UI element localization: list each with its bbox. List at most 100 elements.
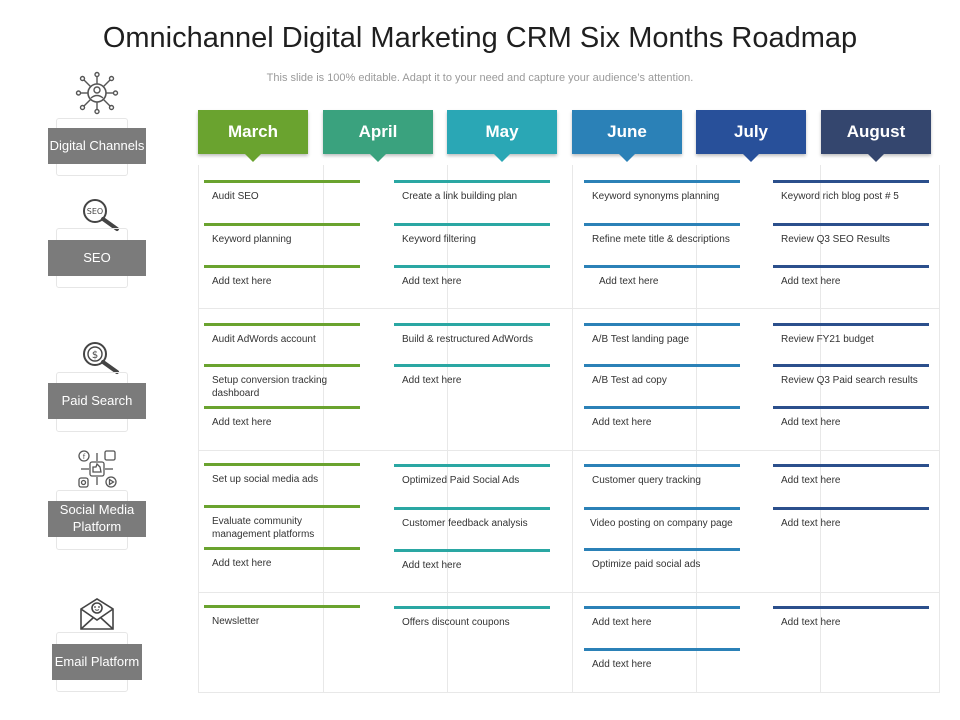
task-entry: Review Q3 SEO Results	[773, 223, 929, 246]
task-text: Video posting on company page	[590, 518, 733, 529]
task-entry: Review FY21 budget	[773, 323, 929, 346]
task-entry: Keyword rich blog post # 5	[773, 180, 929, 203]
task-entry: Add text here	[773, 606, 929, 629]
task-text: A/B Test landing page	[592, 334, 690, 345]
email-icon	[74, 590, 120, 636]
svg-text:SEO: SEO	[87, 207, 103, 216]
svg-text:f: f	[83, 453, 86, 461]
grid-divider	[939, 165, 940, 693]
svg-text:$: $	[92, 350, 98, 361]
task-text: Customer feedback analysis	[402, 518, 528, 529]
dollar-magnifier-icon: $	[78, 335, 124, 381]
category-digital-channels: Digital Channels	[48, 128, 146, 164]
task-entry: Customer feedback analysis	[394, 507, 550, 530]
task-entry: Create a link building plan	[394, 180, 550, 203]
task-text: Setup conversion tracking dashboard	[212, 375, 328, 399]
page-subtitle: This slide is 100% editable. Adapt it to…	[266, 72, 694, 84]
task-entry: Add text here	[773, 507, 929, 530]
task-entry: Set up social media ads	[204, 463, 360, 486]
category-social-media-platform: Social Media Platform	[48, 501, 146, 537]
grid-divider	[198, 692, 940, 693]
grid-divider	[198, 450, 940, 451]
task-entry: Audit SEO	[204, 180, 360, 203]
task-entry: Refine mete title & descriptions	[584, 223, 740, 246]
task-text: Optimized Paid Social Ads	[402, 475, 520, 486]
task-text: A/B Test ad copy	[592, 375, 667, 386]
task-text: Optimize paid social ads	[592, 559, 701, 570]
task-text: Add text here	[402, 375, 462, 386]
month-header-june: June	[572, 110, 682, 162]
task-text: Create a link building plan	[402, 191, 518, 202]
task-entry: Add text here	[394, 364, 550, 387]
month-header-notch	[371, 154, 385, 161]
task-entry: Setup conversion tracking dashboard	[204, 364, 360, 400]
category-seo: SEO	[48, 240, 146, 276]
network-icon	[74, 70, 120, 116]
task-text: Add text here	[212, 417, 272, 428]
task-text: Review FY21 budget	[781, 334, 874, 345]
task-entry: Add text here	[394, 265, 550, 288]
task-text: Add text here	[592, 417, 652, 428]
task-text: Add text here	[781, 475, 841, 486]
task-text: Add text here	[781, 276, 841, 287]
task-text: Set up social media ads	[212, 474, 319, 485]
task-entry: Add text here	[773, 265, 929, 288]
task-text: Audit SEO	[212, 191, 259, 202]
task-text: Add text here	[592, 617, 652, 628]
task-entry: Add text here	[204, 265, 360, 288]
task-entry: Optimize paid social ads	[584, 548, 740, 571]
task-entry: Video posting on company page	[584, 507, 740, 530]
grid-divider	[447, 165, 448, 693]
task-entry: Add text here	[584, 406, 740, 429]
task-entry: A/B Test ad copy	[584, 364, 740, 387]
month-header-march: March	[198, 110, 308, 162]
task-entry: Customer query tracking	[584, 464, 740, 487]
task-entry: Keyword planning	[204, 223, 360, 246]
month-header-july: July	[696, 110, 806, 162]
grid-divider	[696, 165, 697, 693]
task-entry: Add text here	[773, 406, 929, 429]
task-entry: Review Q3 Paid search results	[773, 364, 929, 387]
task-text: Customer query tracking	[592, 475, 701, 486]
task-text: Review Q3 SEO Results	[781, 234, 890, 245]
task-entry: Evaluate community management platforms	[204, 505, 360, 541]
month-header-april: April	[323, 110, 433, 162]
task-text: Add text here	[781, 617, 841, 628]
task-entry: Add text here	[204, 406, 360, 429]
task-entry: Add text here	[394, 549, 550, 572]
grid-divider	[820, 165, 821, 693]
social-media-icon: f	[74, 446, 120, 492]
task-text: Review Q3 Paid search results	[781, 375, 918, 386]
task-text: Evaluate community management platforms	[212, 516, 315, 540]
task-text: Add text here	[592, 659, 652, 670]
month-header-august: August	[821, 110, 931, 162]
seo-magnifier-icon: SEO	[78, 192, 124, 238]
grid-divider	[198, 308, 940, 309]
task-text: Keyword planning	[212, 234, 292, 245]
task-entry: Keyword synonyms planning	[584, 180, 740, 203]
task-entry: A/B Test landing page	[584, 323, 740, 346]
task-entry: Add text here	[584, 648, 740, 671]
roadmap-grid	[198, 165, 940, 693]
month-header-notch	[869, 154, 883, 161]
task-text: Add text here	[402, 560, 462, 571]
task-text: Offers discount coupons	[402, 617, 510, 628]
grid-divider	[572, 165, 573, 693]
month-header-notch	[620, 154, 634, 161]
task-text: Keyword filtering	[402, 234, 476, 245]
grid-divider	[323, 165, 324, 693]
task-text: Newsletter	[212, 616, 260, 627]
task-text: Add text here	[212, 276, 272, 287]
task-entry: Add text here	[204, 547, 360, 570]
task-text: Add text here	[599, 276, 659, 287]
task-entry: Add text here	[773, 464, 929, 487]
category-paid-search: Paid Search	[48, 383, 146, 419]
task-entry: Optimized Paid Social Ads	[394, 464, 550, 487]
grid-divider	[198, 165, 199, 693]
task-entry: Add text here	[584, 265, 740, 288]
task-text: Audit AdWords account	[212, 334, 316, 345]
month-header-may: May	[447, 110, 557, 162]
task-text: Add text here	[402, 276, 462, 287]
month-header-notch	[744, 154, 758, 161]
grid-divider	[198, 592, 940, 593]
